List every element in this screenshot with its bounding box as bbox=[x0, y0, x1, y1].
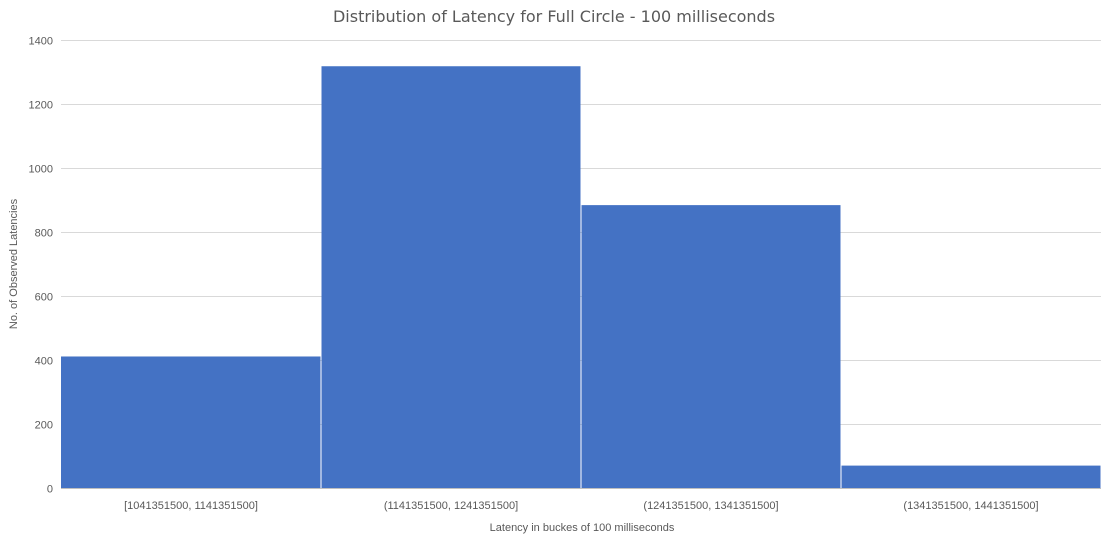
bar-2 bbox=[321, 66, 581, 489]
y-tick-label: 400 bbox=[35, 356, 53, 368]
bars bbox=[61, 66, 1101, 489]
x-axis-ticks: [1041351500, 1141351500] (1141351500, 124… bbox=[124, 500, 1038, 512]
y-tick-label: 0 bbox=[47, 484, 53, 496]
y-tick-label: 1200 bbox=[29, 100, 53, 112]
bar-1 bbox=[61, 356, 321, 488]
x-tick-label: [1041351500, 1141351500] bbox=[124, 500, 258, 512]
y-tick-label: 200 bbox=[35, 420, 53, 432]
bar-3 bbox=[581, 205, 841, 488]
x-tick-label: (1241351500, 1341351500] bbox=[643, 500, 778, 512]
x-tick-label: (1341351500, 1441351500] bbox=[903, 500, 1038, 512]
x-tick-label: (1141351500, 1241351500] bbox=[384, 500, 518, 512]
y-tick-label: 600 bbox=[35, 292, 53, 304]
chart-title: Distribution of Latency for Full Circle … bbox=[333, 7, 775, 26]
y-axis-ticks: 0 200 400 600 800 1000 1200 1400 bbox=[29, 36, 53, 496]
x-axis-title: Latency in buckes of 100 milliseconds bbox=[490, 522, 675, 534]
y-axis-title: No. of Observed Latencies bbox=[8, 198, 20, 329]
y-tick-label: 1000 bbox=[29, 164, 53, 176]
bar-4 bbox=[841, 465, 1101, 488]
y-tick-label: 800 bbox=[35, 228, 53, 240]
y-tick-label: 1400 bbox=[29, 36, 53, 48]
